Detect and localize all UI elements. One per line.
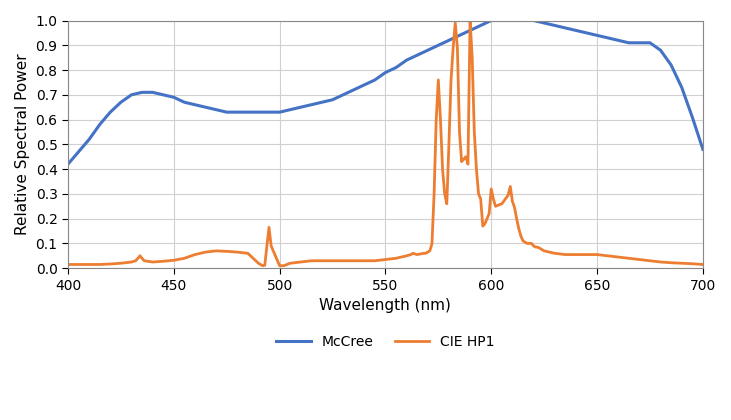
CIE HP1 [699, 262, 708, 267]
CIE HP1 [572, 252, 580, 257]
CIE HP1 [262, 243, 271, 248]
Y-axis label: Relative Spectral Power: Relative Spectral Power [15, 53, 30, 235]
McCree [286, 107, 295, 112]
Line: McCree: McCree [68, 21, 703, 164]
Legend: McCree, CIE HP1: McCree, CIE HP1 [270, 330, 501, 355]
McCree [212, 107, 221, 112]
CIE HP1 [468, 55, 477, 60]
McCree [699, 147, 708, 152]
McCree [402, 58, 411, 63]
CIE HP1 [258, 263, 267, 268]
X-axis label: Wavelength (nm): Wavelength (nm) [319, 298, 451, 313]
Line: CIE HP1: CIE HP1 [68, 21, 703, 266]
CIE HP1 [338, 258, 347, 263]
McCree [64, 162, 72, 167]
McCree [444, 38, 453, 43]
McCree [191, 102, 200, 107]
CIE HP1 [466, 18, 474, 23]
McCree [624, 40, 633, 45]
CIE HP1 [402, 253, 411, 258]
CIE HP1 [64, 262, 72, 267]
CIE HP1 [159, 259, 167, 264]
McCree [487, 18, 496, 23]
